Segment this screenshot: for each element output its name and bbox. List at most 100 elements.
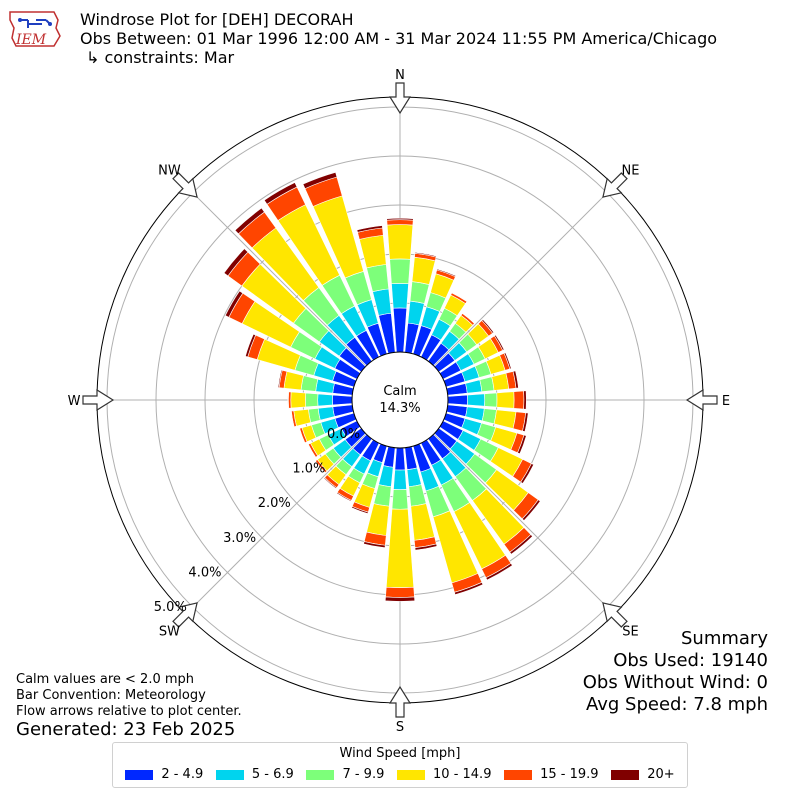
wind-bar-segment	[496, 391, 515, 409]
calm-circle-group: Calm 14.3%	[351, 351, 449, 449]
radial-tick-label: 4.0%	[188, 566, 221, 581]
flow-arrow	[172, 172, 198, 198]
wind-bar-segment	[224, 290, 244, 318]
wind-bar-segment	[293, 408, 312, 427]
flow-arrow	[602, 172, 628, 198]
wind-bar-segment	[465, 406, 485, 422]
calm-value: 14.3%	[379, 401, 420, 416]
flow-note: Flow arrows relative to plot center.	[16, 704, 242, 719]
wind-bar-segment	[351, 505, 369, 514]
wind-bar-segment	[385, 508, 415, 588]
wind-bar-segment	[366, 264, 390, 293]
radial-tick-label: 0.0%	[327, 427, 360, 442]
windrose-bars	[223, 171, 541, 602]
legend-label: 20+	[647, 767, 675, 782]
wind-bar-segment	[520, 463, 535, 484]
wind-bar-segment	[436, 268, 457, 278]
calm-label: Calm	[383, 384, 416, 399]
wind-bar-segment	[517, 434, 527, 455]
legend-label: 15 - 19.9	[540, 767, 599, 782]
wind-bar-segment	[359, 234, 387, 269]
radial-tick-label: 3.0%	[223, 531, 256, 546]
wind-bar-segment	[332, 394, 353, 406]
axis-labels: N NE E SE S SW W NW 0.0% 1.0% 2.0% 3.0% 4.0% 5.0%	[68, 68, 731, 735]
wind-bar-segment	[407, 300, 425, 326]
wind-bar-segment	[305, 392, 319, 408]
legend-swatch	[397, 769, 426, 780]
wind-bar-segment	[451, 291, 468, 302]
wind-bar-segment	[384, 596, 416, 602]
legend-label: 5 - 6.9	[251, 767, 294, 782]
wind-bar-segment	[394, 447, 406, 471]
wind-bar-segment	[300, 375, 319, 392]
legend: Wind Speed [mph] 2 - 4.9 5 - 6.9 7 - 9.9 10…	[112, 742, 688, 788]
wind-bar-segment	[462, 312, 476, 324]
wind-bar-segment	[392, 307, 408, 353]
wind-bar-segment	[372, 288, 392, 316]
generated-date: Generated: 23 Feb 2025	[16, 719, 236, 740]
legend-swatch	[611, 769, 640, 780]
wind-bar-segment	[287, 391, 289, 409]
compass-label: NE	[622, 163, 640, 178]
wind-bar-segment	[385, 586, 415, 598]
legend-items: 2 - 4.9 5 - 6.9 7 - 9.9 10 - 14.9 15 - 19.9 2…	[113, 761, 687, 782]
compass-label: N	[395, 68, 405, 83]
title-block: Windrose Plot for [DEH] DECORAH Obs Betw…	[80, 10, 717, 67]
compass-label: S	[396, 720, 404, 735]
legend-item: 20+	[611, 767, 675, 782]
wind-bar-segment	[302, 171, 338, 190]
calm-note: Calm values are < 2.0 mph	[16, 672, 195, 687]
legend-swatch	[215, 769, 244, 780]
wind-bar-segment	[386, 219, 414, 226]
wind-bar-segment	[409, 281, 430, 304]
flow-arrow	[388, 685, 412, 718]
legend-swatch	[306, 769, 335, 780]
wind-bar-segment	[523, 390, 527, 410]
radial-tick-label: 5.0%	[154, 600, 187, 615]
wind-bar-segment	[336, 491, 352, 502]
wind-bar-segment	[373, 484, 392, 507]
wind-bar-segment	[317, 406, 335, 421]
wind-bar-segment	[290, 410, 295, 428]
wind-bar-segment	[290, 391, 307, 409]
bar-convention-note: Bar Convention: Meteorology	[16, 688, 206, 703]
wind-bar-segment	[393, 469, 407, 490]
chart-title: Windrose Plot for [DEH] DECORAH	[80, 10, 354, 29]
wind-bar-segment	[467, 393, 486, 407]
legend-item: 10 - 14.9	[397, 767, 491, 782]
wind-bar-segment	[314, 460, 326, 474]
flow-arrow	[685, 388, 718, 412]
compass-label: E	[722, 394, 730, 409]
compass-label: SE	[622, 625, 638, 640]
legend-swatch	[504, 769, 533, 780]
wind-bar-segment	[447, 394, 468, 406]
legend-item: 15 - 19.9	[504, 767, 599, 782]
calm-circle	[351, 351, 449, 449]
legend-item: 7 - 9.9	[306, 767, 384, 782]
chart-constraints: ↳ constraints: Mar	[86, 48, 235, 67]
wind-bar-segment	[245, 333, 257, 358]
wind-bar-segment	[366, 503, 390, 536]
wind-bar-segment	[298, 428, 306, 444]
wind-bar-segment	[223, 248, 249, 277]
wind-bar-segment	[386, 217, 414, 221]
wind-bar-segment	[414, 543, 438, 551]
wind-bar-segment	[414, 251, 437, 258]
wind-bar-segment	[485, 562, 513, 581]
wind-bar-segment	[283, 371, 304, 391]
legend-swatch	[125, 769, 154, 780]
wind-bar-segment	[493, 409, 517, 429]
legend-label: 2 - 4.9	[161, 767, 204, 782]
wind-bar-segment	[411, 256, 436, 285]
compass-label: NW	[158, 163, 181, 178]
legend-item: 2 - 4.9	[125, 767, 203, 782]
radial-tick-label: 1.0%	[292, 462, 325, 477]
wind-bar-segment	[317, 393, 333, 407]
summary-avg-speed: Avg Speed: 7.8 mph	[586, 694, 768, 715]
wind-bar-segment	[521, 499, 541, 521]
grid-spoke	[433, 433, 615, 615]
chart-subtitle: Obs Between: 01 Mar 1996 12:00 AM - 31 M…	[80, 29, 718, 48]
wind-bar-segment	[484, 392, 498, 408]
wind-bar-segment	[509, 534, 533, 555]
